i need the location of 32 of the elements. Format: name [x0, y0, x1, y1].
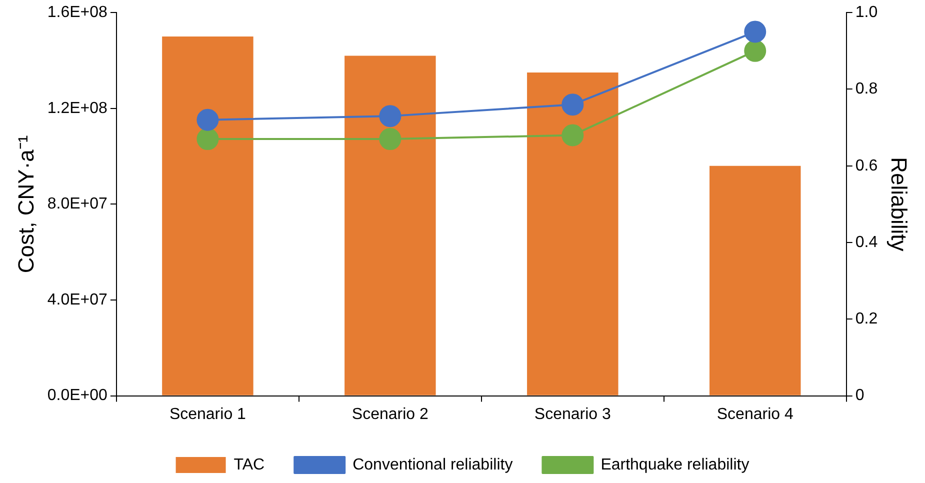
point: [744, 20, 766, 43]
y2-tick-label: 1.0: [855, 4, 878, 22]
y2-tick-label: 0.4: [855, 234, 878, 251]
x-tick-label: Scenario 1: [169, 406, 246, 423]
y2-tick-label: 0.6: [855, 157, 878, 174]
y2-tick-label: 0.2: [855, 310, 878, 328]
point: [562, 124, 584, 146]
bar: [527, 72, 618, 396]
bar: [162, 36, 254, 396]
legend-label: TAC: [234, 456, 265, 474]
y-axis-title: Cost, CNY·a⁻¹: [13, 135, 38, 274]
bar: [344, 56, 436, 396]
x-tick-label: Scenario 2: [352, 406, 429, 423]
point: [196, 108, 219, 131]
point: [379, 128, 402, 150]
point: [379, 105, 402, 128]
y2-axis-title: Reliability: [886, 157, 912, 252]
y-tick-label: 4.0E+07: [47, 291, 108, 308]
y-tick-label: 8.0E+07: [47, 196, 108, 213]
y-tick-label: 1.2E+08: [47, 100, 108, 117]
point: [562, 94, 584, 116]
point: [744, 40, 766, 62]
point: [196, 128, 219, 150]
y2-tick-label: 0.8: [855, 80, 878, 98]
x-tick-label: Scenario 3: [534, 406, 611, 423]
y-tick-label: 0.0E+00: [47, 387, 108, 404]
y-tick-label: 1.6E+08: [47, 4, 108, 22]
y2-tick-label: 0: [855, 387, 864, 404]
legend-label: Earthquake reliability: [600, 456, 750, 474]
x-tick-label: Scenario 4: [716, 406, 794, 423]
legend-label: Conventional reliability: [352, 456, 513, 474]
bar: [710, 166, 801, 396]
